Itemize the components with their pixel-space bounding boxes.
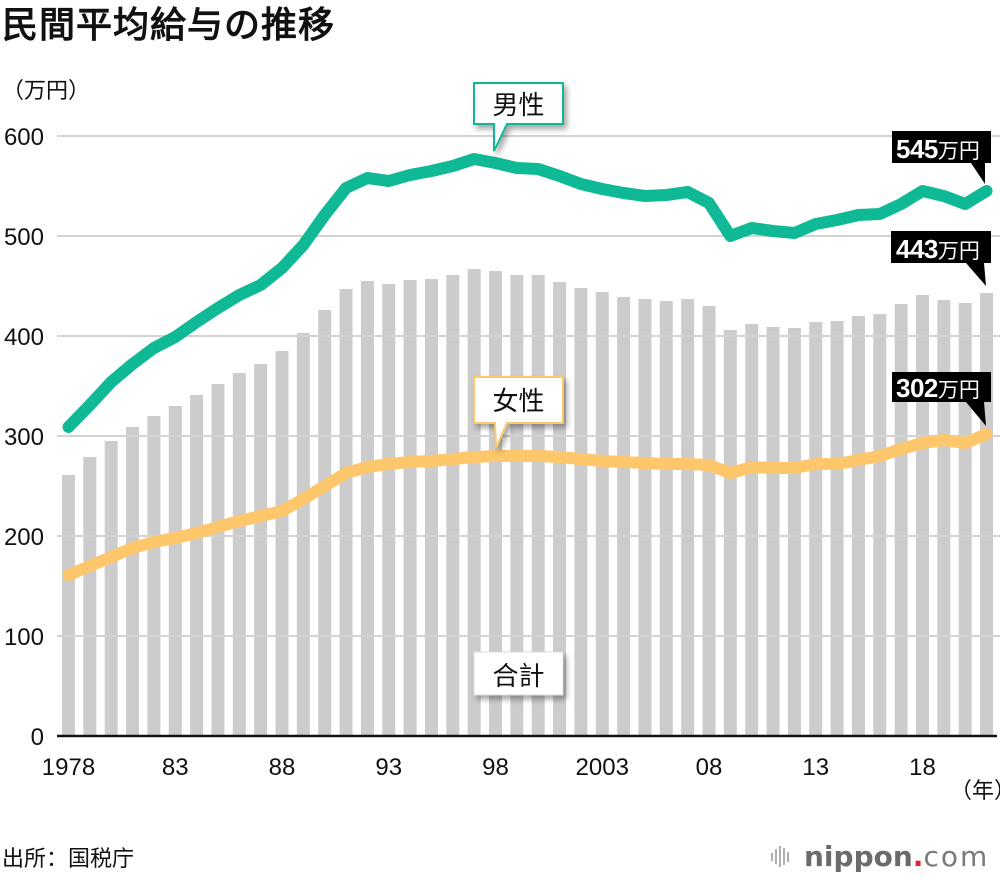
bar-total-1985 bbox=[211, 384, 225, 736]
value-callout-total-unit: 万円 bbox=[938, 239, 980, 263]
value-callout-male: 545万円 bbox=[892, 131, 991, 184]
bar-total-1982 bbox=[147, 416, 161, 736]
value-callout-male-box bbox=[892, 131, 991, 184]
series-label-male: 男性 bbox=[473, 82, 564, 152]
series-label-total: 合計 bbox=[473, 651, 564, 696]
series-label-male-box bbox=[473, 82, 564, 152]
bar-total-1984 bbox=[190, 395, 204, 736]
series-label-female-box bbox=[473, 376, 564, 449]
bar-total-1987 bbox=[254, 364, 268, 736]
bar-total-2013 bbox=[809, 322, 823, 736]
value-callout-total: 443万円 bbox=[891, 231, 991, 286]
bar-total-2004 bbox=[617, 297, 631, 736]
value-callout-total-text: 443万円 bbox=[896, 234, 980, 264]
bar-total-1991 bbox=[339, 289, 353, 736]
bar-total-2007 bbox=[681, 299, 695, 736]
bar-total-1979 bbox=[83, 457, 97, 736]
x-tick-label: 18 bbox=[909, 754, 936, 781]
bar-total-2014 bbox=[830, 321, 844, 736]
value-callout-female-text: 302万円 bbox=[896, 373, 980, 403]
x-tick-label: 1978 bbox=[42, 754, 95, 781]
bar-total-2005 bbox=[638, 299, 652, 736]
bar-total-2015 bbox=[851, 316, 865, 736]
bar-total-2011 bbox=[766, 327, 780, 736]
x-tick-label: 83 bbox=[162, 754, 189, 781]
line-series bbox=[62, 153, 993, 581]
x-tick-labels: 1978 83 88 93 98 2003 08 13 18 bbox=[42, 754, 936, 781]
series-label-female-text: 女性 bbox=[492, 387, 544, 417]
sound-bars-icon bbox=[771, 846, 789, 867]
bar-total-1993 bbox=[382, 284, 396, 736]
series-label-total-text: 合計 bbox=[492, 662, 544, 692]
bar-total-2020 bbox=[958, 303, 972, 736]
bar-total-1983 bbox=[168, 406, 182, 736]
y-tick-label: 0 bbox=[31, 724, 44, 751]
bar-total-1986 bbox=[232, 373, 246, 736]
y-tick-label: 100 bbox=[4, 624, 44, 651]
logo-dot: . bbox=[912, 839, 924, 873]
bar-total-2010 bbox=[745, 324, 759, 736]
bar-total-2017 bbox=[894, 304, 908, 736]
bar-total-2012 bbox=[787, 328, 801, 736]
bar-total-1981 bbox=[126, 427, 140, 736]
bar-total-1989 bbox=[296, 333, 310, 736]
bar-total-1994 bbox=[403, 280, 417, 736]
y-tick-label: 300 bbox=[4, 424, 44, 451]
bar-total-1990 bbox=[318, 310, 332, 736]
line-female bbox=[62, 428, 993, 581]
line-male bbox=[62, 153, 993, 433]
value-callout-female-box bbox=[892, 372, 991, 426]
bar-total-2016 bbox=[873, 314, 887, 736]
y-tick-label: 600 bbox=[4, 124, 44, 151]
x-tick-label: 08 bbox=[696, 754, 723, 781]
bar-total-1988 bbox=[275, 351, 289, 736]
y-tick-label: 500 bbox=[4, 224, 44, 251]
bar-total-2009 bbox=[723, 330, 737, 736]
bar-total-2021 bbox=[980, 293, 994, 736]
series-label-total-box bbox=[473, 651, 564, 696]
bar-total-2019 bbox=[937, 300, 951, 736]
bar-total-2008 bbox=[702, 306, 716, 736]
bar-total-1996 bbox=[446, 275, 460, 736]
value-callout-female-unit: 万円 bbox=[938, 378, 980, 402]
value-callout-total-number: 443 bbox=[896, 234, 938, 264]
y-tick-labels: 0 100 200 300 400 500 600 bbox=[4, 124, 44, 751]
x-tick-label: 2003 bbox=[576, 754, 629, 781]
y-tick-label: 200 bbox=[4, 524, 44, 551]
bar-total-1980 bbox=[104, 441, 118, 736]
x-tick-label: 93 bbox=[375, 754, 402, 781]
source-note: 出所：国税庁 bbox=[2, 847, 135, 872]
gridlines bbox=[57, 135, 1000, 637]
bar-total-1995 bbox=[424, 279, 438, 736]
series-label-female: 女性 bbox=[473, 376, 564, 449]
bar-total-2003 bbox=[595, 292, 609, 736]
bar-total-1992 bbox=[360, 281, 374, 736]
value-callout-male-text: 545万円 bbox=[896, 134, 980, 164]
value-callout-total-box bbox=[891, 231, 991, 286]
x-tick-label: 98 bbox=[482, 754, 509, 781]
y-tick-label: 400 bbox=[4, 324, 44, 351]
logo-brand-text: nippon bbox=[804, 839, 913, 873]
chart-title: 民間平均給与の推移 bbox=[2, 5, 336, 46]
bar-total-2018 bbox=[916, 295, 929, 736]
bar-total-1978 bbox=[62, 475, 75, 736]
x-tick-label: 13 bbox=[802, 754, 829, 781]
series-label-male-text: 男性 bbox=[492, 91, 544, 121]
value-callout-male-unit: 万円 bbox=[938, 139, 980, 163]
y-axis-unit-label: （万円） bbox=[2, 79, 91, 104]
x-tick-label: 88 bbox=[269, 754, 296, 781]
value-callout-female-number: 302 bbox=[896, 373, 938, 403]
logo-suffix-text: com bbox=[923, 839, 990, 873]
nippon-logo: nippon. com bbox=[770, 834, 989, 878]
bar-total-2006 bbox=[659, 301, 673, 736]
value-callout-male-number: 545 bbox=[896, 134, 938, 164]
x-axis-unit-label: （年） bbox=[950, 779, 1000, 804]
value-callout-female: 302万円 bbox=[892, 372, 991, 426]
bar-total-2002 bbox=[574, 288, 588, 736]
